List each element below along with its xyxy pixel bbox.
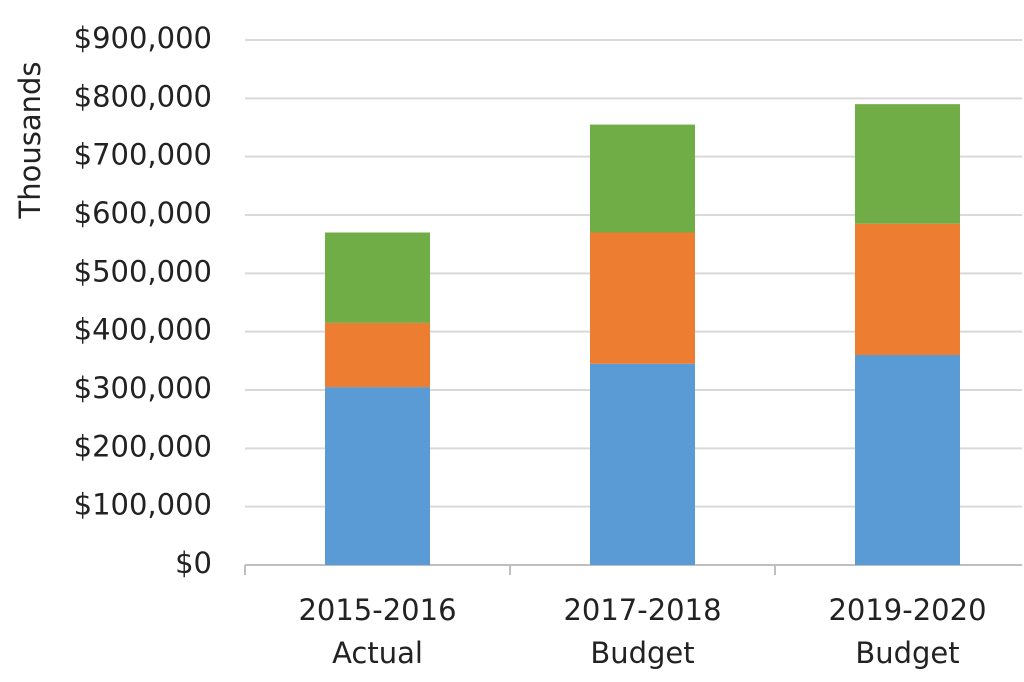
- y-tick-label: $600,000: [74, 196, 212, 230]
- y-tick-label: $900,000: [74, 21, 212, 55]
- x-tick-label: Budget: [590, 636, 694, 670]
- y-tick-label: $800,000: [74, 79, 212, 113]
- bar-segment: [590, 124, 695, 233]
- x-tick-label: 2015-2016: [298, 593, 456, 627]
- bar-segment: [325, 232, 430, 323]
- bar-segment: [855, 223, 960, 355]
- x-tick-label: 2019-2020: [828, 593, 986, 627]
- x-tick-label: 2017-2018: [563, 593, 721, 627]
- y-tick-label: $100,000: [74, 488, 212, 522]
- y-tick-label: $700,000: [74, 138, 212, 172]
- y-tick-label: $300,000: [74, 371, 212, 405]
- bar-segment: [855, 104, 960, 224]
- bar-segment: [590, 232, 695, 364]
- x-tick-label: Budget: [855, 636, 959, 670]
- x-tick-label: Actual: [332, 636, 423, 670]
- y-axis-title: Thousands: [13, 62, 47, 220]
- y-tick-label: $400,000: [74, 313, 212, 347]
- y-tick-label: $0: [175, 546, 212, 580]
- bar-segment: [855, 355, 960, 565]
- bar-segment: [325, 387, 430, 565]
- y-tick-label: $200,000: [74, 429, 212, 463]
- y-tick-label: $500,000: [74, 254, 212, 288]
- bar-segment: [590, 363, 695, 565]
- bar-segment: [325, 322, 430, 388]
